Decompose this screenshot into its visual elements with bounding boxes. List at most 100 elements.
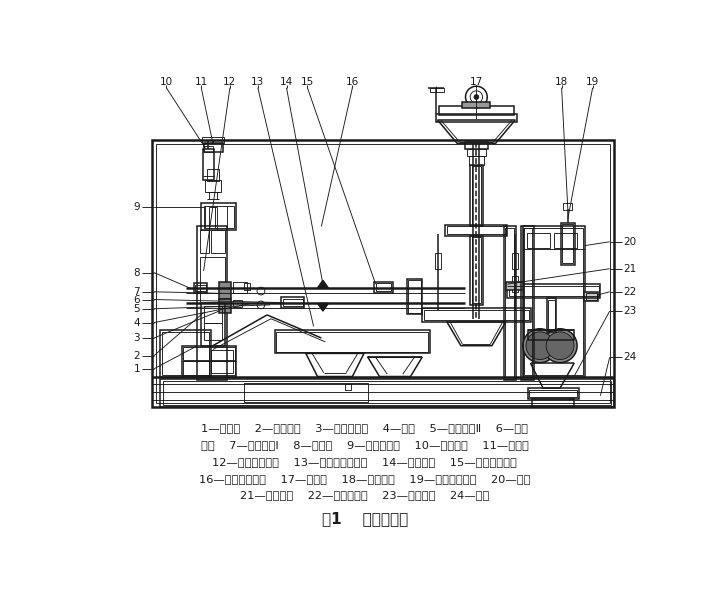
Bar (523, 228, 532, 379)
Bar (462, 102, 491, 108)
Bar (152, 140, 614, 407)
Bar (548, 300, 555, 330)
Bar (547, 298, 556, 332)
Bar (201, 303, 225, 346)
Bar (584, 292, 598, 301)
Text: 24: 24 (624, 352, 637, 362)
Text: 12—悬量修正游砂    13—电磁振动给料机    14—主杆支承    15—称量设置游砂: 12—悬量修正游砂 13—电磁振动给料机 14—主杆支承 15—称量设置游砂 (213, 456, 517, 467)
Text: 13: 13 (251, 77, 264, 87)
Bar (470, 165, 483, 226)
Bar (210, 230, 225, 253)
Bar (203, 206, 234, 228)
Text: 17: 17 (470, 77, 483, 87)
Text: 20: 20 (624, 237, 637, 247)
Bar (422, 308, 530, 322)
Text: 6: 6 (134, 294, 140, 305)
Bar (561, 223, 574, 265)
Bar (160, 330, 210, 376)
Text: 4: 4 (134, 318, 140, 327)
Bar (201, 203, 236, 230)
Bar (554, 233, 577, 248)
Text: 2: 2 (134, 351, 140, 361)
Bar (205, 180, 220, 192)
Text: 图1    计量机结构: 图1 计量机结构 (321, 511, 408, 526)
Bar (183, 347, 235, 359)
Polygon shape (318, 303, 328, 311)
Bar (281, 297, 304, 308)
Bar (532, 399, 574, 406)
Bar (408, 280, 421, 312)
Bar (509, 286, 599, 297)
Bar (528, 388, 579, 399)
Text: 21—秤斗配重    22—卸料门气缸    23—卸料活门    24—机架: 21—秤斗配重 22—卸料门气缸 23—卸料活门 24—机架 (240, 490, 489, 500)
Bar (163, 381, 611, 405)
Bar (512, 253, 518, 269)
Bar (525, 228, 583, 375)
Bar (283, 298, 303, 306)
Bar (202, 137, 224, 143)
Circle shape (523, 329, 557, 362)
Bar (467, 150, 486, 156)
Text: 5: 5 (134, 304, 140, 314)
Bar (407, 279, 422, 314)
Bar (277, 332, 428, 352)
Bar (436, 114, 517, 122)
Bar (193, 283, 208, 292)
Bar (506, 282, 523, 289)
Bar (200, 230, 209, 253)
Bar (200, 257, 225, 303)
Bar (430, 88, 444, 92)
Text: 12: 12 (223, 77, 237, 87)
Text: 16: 16 (346, 77, 359, 87)
Text: 11: 11 (195, 77, 208, 87)
Bar (182, 346, 236, 376)
Bar (203, 143, 223, 153)
Bar (562, 224, 573, 264)
Polygon shape (318, 280, 328, 288)
Bar (505, 228, 514, 379)
Text: 1—砂码盒    2—副杆支点    3—副杆限位板    4—副杆    5—接近开关Ⅱ    6—副杆: 1—砂码盒 2—副杆支点 3—副杆限位板 4—副杆 5—接近开关Ⅱ 6—副杆 (201, 423, 528, 433)
Bar (244, 383, 368, 402)
Bar (219, 298, 232, 312)
Bar (563, 203, 572, 210)
Text: 1: 1 (134, 364, 140, 374)
Bar (469, 156, 484, 165)
Bar (207, 169, 219, 181)
Bar (439, 106, 513, 116)
Bar (471, 166, 481, 225)
Bar (521, 226, 534, 380)
Bar (512, 276, 518, 292)
Bar (198, 226, 227, 380)
Text: 游砂    7—接近开关Ⅰ    8—主秤杆    9—主杆限位架    10—压杆气缸    11—电磁阀: 游砂 7—接近开关Ⅰ 8—主秤杆 9—主杆限位架 10—压杆气缸 11—电磁阀 (201, 440, 529, 450)
Text: 23: 23 (624, 306, 637, 316)
Bar (275, 330, 430, 353)
Text: 8: 8 (134, 268, 140, 277)
Bar (203, 150, 215, 180)
Text: 9: 9 (134, 202, 140, 212)
Bar (375, 283, 391, 291)
Text: 22: 22 (624, 287, 637, 297)
Text: 3: 3 (134, 333, 140, 343)
Bar (424, 309, 529, 320)
Bar (527, 233, 550, 248)
Text: 14: 14 (280, 77, 293, 87)
Bar (156, 144, 611, 403)
Text: 7: 7 (134, 287, 140, 297)
Bar (508, 284, 600, 298)
Bar (445, 225, 508, 236)
Bar (203, 323, 222, 340)
Bar (523, 226, 585, 376)
Text: 16—料斗升降机构    17—进料斗    18—活动料斗    19—给料活门气缸    20—秤斗: 16—料斗升降机构 17—进料斗 18—活动料斗 19—给料活门气缸 20—秤斗 (199, 473, 530, 484)
Bar (528, 330, 574, 339)
Bar (161, 332, 209, 375)
Text: 19: 19 (586, 77, 599, 87)
Bar (203, 145, 213, 152)
Bar (503, 226, 516, 380)
Bar (211, 350, 233, 373)
Bar (470, 236, 483, 305)
Bar (195, 285, 206, 291)
Bar (434, 253, 441, 269)
Bar (219, 282, 232, 298)
Text: 15: 15 (301, 77, 314, 87)
Bar (529, 390, 577, 397)
